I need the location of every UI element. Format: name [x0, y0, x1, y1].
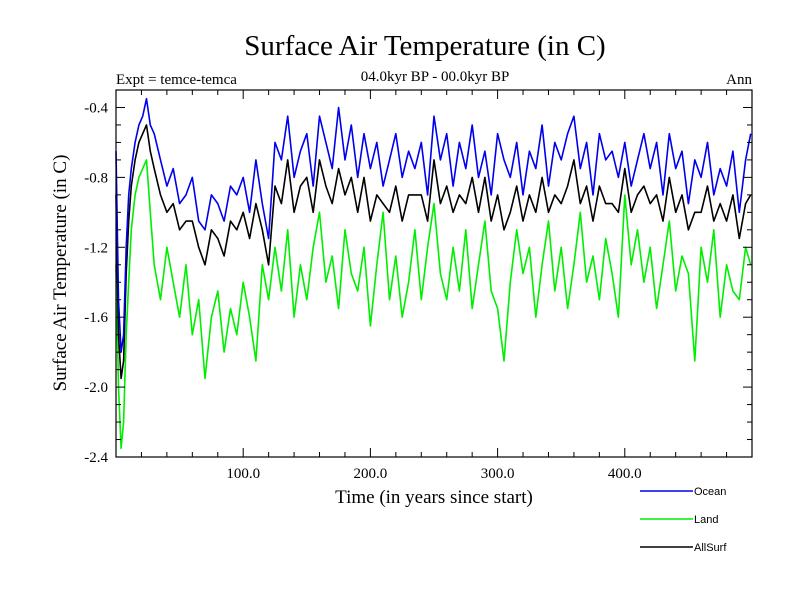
- y-tick-label: -0.4: [84, 100, 108, 116]
- x-tick-label: 300.0: [481, 466, 515, 482]
- season-label: Ann: [726, 72, 752, 88]
- legend-label-land: Land: [694, 514, 718, 526]
- x-tick-label: 200.0: [354, 466, 388, 482]
- chart-title: Surface Air Temperature (in C): [244, 30, 605, 62]
- legend-label-ocean: Ocean: [694, 486, 726, 498]
- plot-frame: [115, 89, 753, 458]
- legend-label-allsurf: AllSurf: [694, 542, 727, 554]
- y-tick-label: -2.0: [84, 380, 108, 396]
- y-axis-label: Surface Air Temperature (in C): [50, 155, 71, 392]
- x-tick-label: 400.0: [608, 466, 642, 482]
- y-tick-label: -1.2: [84, 240, 108, 256]
- plot-lines: [115, 97, 752, 450]
- y-axis-ticks: -2.4 -2.0 -1.6 -1.2 -0.8 -0.4: [84, 100, 752, 466]
- x-axis-ticks: 100.0 200.0 300.0 400.0: [140, 90, 728, 482]
- y-tick-label: -2.4: [84, 450, 108, 466]
- y-tick-label: -1.6: [84, 310, 108, 326]
- y-tick-label: -0.8: [84, 170, 108, 186]
- x-tick-label: 100.0: [226, 466, 260, 482]
- series-line-land: [115, 159, 752, 450]
- series-line-ocean: [115, 97, 752, 353]
- legend: Ocean Land AllSurf: [640, 486, 727, 554]
- x-axis-label: Time (in years since start): [335, 487, 533, 508]
- experiment-label: Expt = temce-temca: [116, 72, 237, 88]
- chart-subtitle: 04.0kyr BP - 00.0kyr BP: [361, 69, 510, 85]
- series-line-allsurf: [115, 124, 752, 380]
